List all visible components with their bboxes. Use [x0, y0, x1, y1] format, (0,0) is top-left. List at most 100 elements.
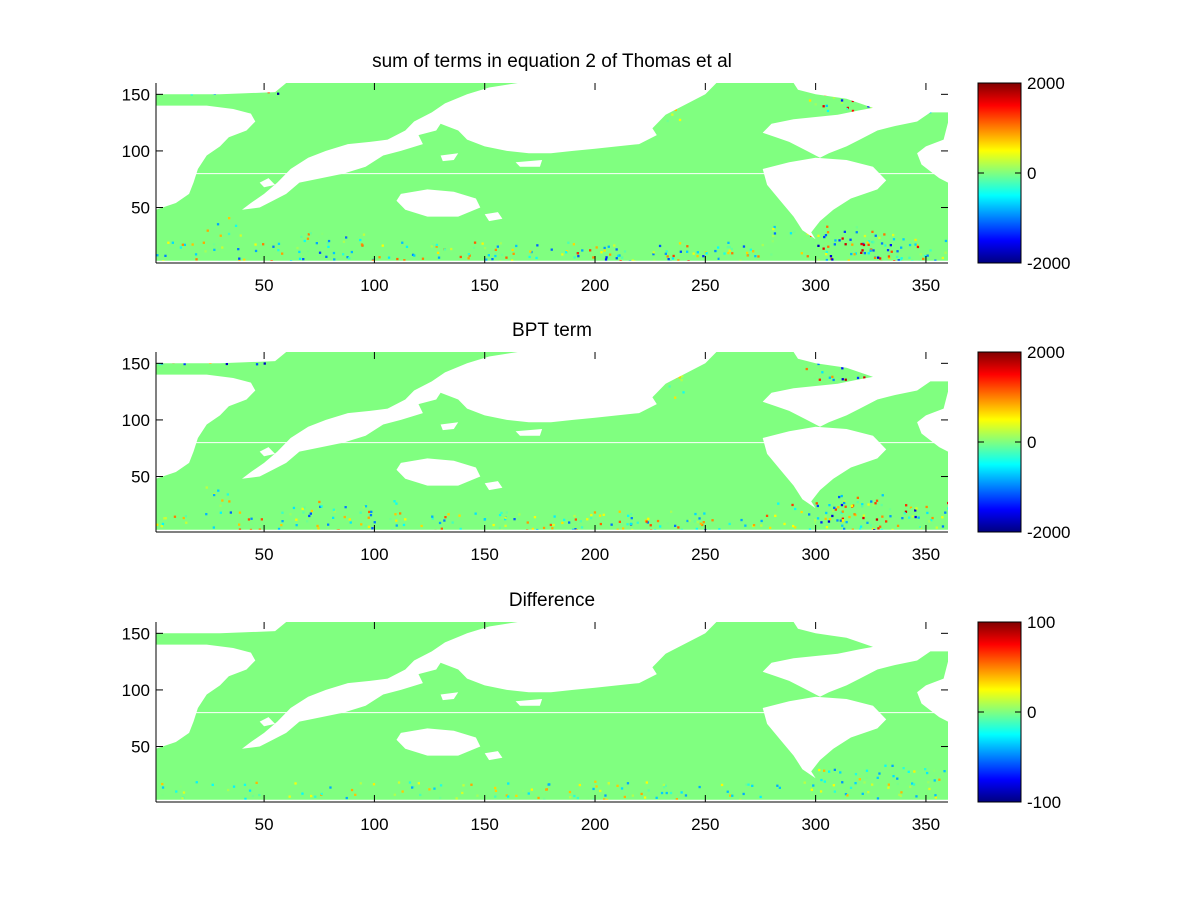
anomaly-cell: [942, 257, 944, 259]
anomaly-cell: [217, 223, 219, 225]
anomaly-cell: [212, 784, 214, 786]
anomaly-cell: [872, 241, 874, 243]
anomaly-cell: [901, 517, 903, 519]
anomaly-cell: [616, 257, 618, 259]
anomaly-cell: [850, 253, 852, 255]
anomaly-cell: [674, 525, 676, 527]
anomaly-cell: [342, 253, 344, 255]
anomaly-cell: [495, 249, 497, 251]
anomaly-cell: [680, 251, 682, 253]
anomaly-cell: [163, 517, 165, 519]
anomaly-cell: [661, 792, 663, 794]
anomaly-cell: [293, 507, 295, 509]
anomaly-cell: [354, 794, 356, 796]
anomaly-cell: [666, 792, 668, 794]
anomaly-cell: [545, 789, 547, 791]
anomaly-cell: [791, 504, 793, 506]
anomaly-cell: [825, 512, 827, 514]
anomaly-cell: [872, 249, 874, 251]
anomaly-cell: [301, 793, 303, 795]
anomaly-cell: [681, 379, 683, 381]
anomaly-cell: [857, 377, 859, 379]
anomaly-cell: [891, 765, 893, 767]
anomaly-cell: [862, 793, 864, 795]
anomaly-cell: [871, 784, 873, 786]
anomaly-cell: [254, 243, 256, 245]
anomaly-cell: [945, 240, 947, 242]
anomaly-cell: [504, 525, 506, 527]
anomaly-cell: [717, 246, 719, 248]
anomaly-cell: [927, 255, 929, 257]
anomaly-cell: [447, 513, 449, 515]
anomaly-cell: [663, 784, 665, 786]
x-tick-label: 100: [360, 545, 388, 564]
anomaly-cell: [485, 259, 487, 261]
anomaly-cell: [881, 516, 883, 518]
anomaly-cell: [318, 236, 320, 238]
anomaly-cell: [281, 512, 283, 514]
anomaly-cell: [819, 379, 821, 381]
anomaly-cell: [884, 244, 886, 246]
panel-3: Difference50 100 150 200 250 300 35050100150-1…: [122, 590, 1061, 834]
x-tick-label: 100: [360, 276, 388, 295]
anomaly-cell: [864, 252, 866, 254]
anomaly-cell: [757, 255, 759, 257]
anomaly-cell: [238, 258, 240, 260]
anomaly-cell: [456, 797, 458, 799]
anomaly-cell: [834, 791, 836, 793]
anomaly-cell: [770, 253, 772, 255]
anomaly-cell: [368, 511, 370, 513]
anomaly-cell: [705, 252, 707, 254]
anomaly-cell: [859, 509, 861, 511]
anomaly-cell: [854, 782, 856, 784]
anomaly-cell: [295, 519, 297, 521]
colorbar: -1000100: [978, 613, 1061, 812]
anomaly-cell: [913, 783, 915, 785]
x-tick-label: 300: [801, 815, 829, 834]
anomaly-cell: [673, 255, 675, 257]
anomaly-cell: [594, 781, 596, 783]
anomaly-cell: [308, 515, 310, 517]
x-tick-label: 50: [255, 545, 274, 564]
anomaly-cell: [228, 217, 230, 219]
anomaly-cell: [531, 789, 533, 791]
anomaly-cell: [262, 243, 264, 245]
anomaly-cell: [834, 239, 836, 241]
anomaly-cell: [195, 253, 197, 255]
anomaly-cell: [841, 504, 843, 506]
anomaly-cell: [333, 258, 335, 260]
anomaly-cell: [812, 784, 814, 786]
anomaly-cell: [924, 768, 926, 770]
anomaly-cell: [569, 796, 571, 798]
anomaly-cell: [515, 245, 517, 247]
anomaly-cell: [573, 515, 575, 517]
colorbar-tick-label: 100: [1027, 613, 1055, 632]
anomaly-cell: [395, 503, 397, 505]
anomaly-cell: [783, 523, 785, 525]
anomaly-cell: [611, 524, 613, 526]
anomaly-cell: [440, 784, 442, 786]
anomaly-cell: [437, 252, 439, 254]
anomaly-cell: [302, 258, 304, 260]
anomaly-cell: [594, 511, 596, 513]
anomaly-cell: [817, 245, 819, 247]
anomaly-cell: [474, 242, 476, 244]
anomaly-cell: [820, 521, 822, 523]
anomaly-cell: [876, 518, 878, 520]
anomaly-cell: [311, 510, 313, 512]
anomaly-cell: [697, 251, 699, 253]
anomaly-cell: [475, 513, 477, 515]
anomaly-cell: [915, 516, 917, 518]
anomaly-cell: [182, 244, 184, 246]
colorbar: -200002000: [978, 74, 1070, 273]
anomaly-cell: [497, 246, 499, 248]
anomaly-cell: [249, 790, 251, 792]
anomaly-cell: [900, 791, 902, 793]
anomaly-cell: [217, 490, 219, 492]
anomaly-cell: [298, 251, 300, 253]
anomaly-cell: [804, 782, 806, 784]
anomaly-cell: [493, 524, 495, 526]
anomaly-cell: [703, 512, 705, 514]
anomaly-cell: [801, 511, 803, 513]
anomaly-cell: [861, 503, 863, 505]
